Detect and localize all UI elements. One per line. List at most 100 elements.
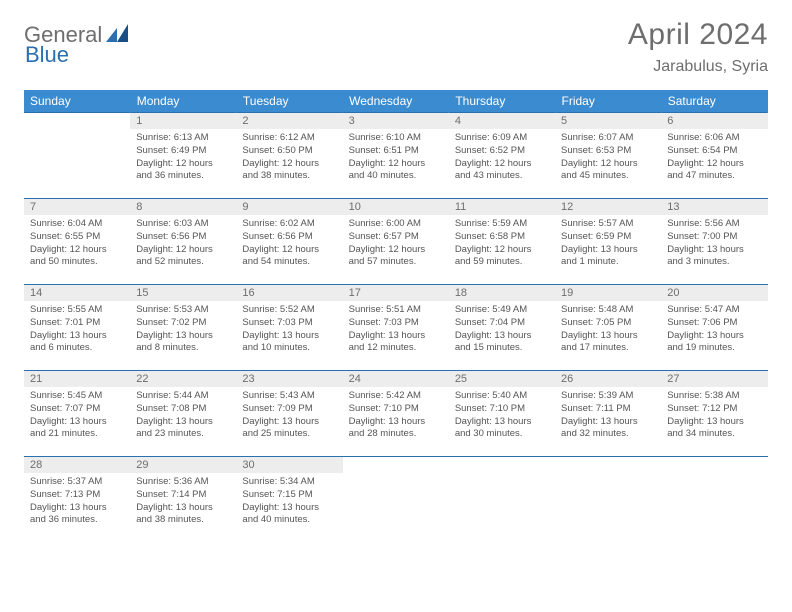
day-body: Sunrise: 5:56 AMSunset: 7:00 PMDaylight:…: [661, 215, 767, 273]
day-body: Sunrise: 5:59 AMSunset: 6:58 PMDaylight:…: [449, 215, 555, 273]
calendar-cell: 4Sunrise: 6:09 AMSunset: 6:52 PMDaylight…: [449, 113, 555, 199]
day-header: Sunday: [24, 90, 130, 113]
day-number: 28: [24, 457, 130, 473]
calendar-cell: 25Sunrise: 5:40 AMSunset: 7:10 PMDayligh…: [449, 371, 555, 457]
calendar-cell: [24, 113, 130, 199]
calendar-table: SundayMondayTuesdayWednesdayThursdayFrid…: [24, 90, 768, 543]
day-body: Sunrise: 5:36 AMSunset: 7:14 PMDaylight:…: [130, 473, 236, 531]
header: General April 2024 Jarabulus, Syria: [24, 18, 768, 76]
calendar-cell: 8Sunrise: 6:03 AMSunset: 6:56 PMDaylight…: [130, 199, 236, 285]
calendar-week: 7Sunrise: 6:04 AMSunset: 6:55 PMDaylight…: [24, 199, 768, 285]
calendar-cell: [555, 457, 661, 543]
calendar-cell: 22Sunrise: 5:44 AMSunset: 7:08 PMDayligh…: [130, 371, 236, 457]
day-body: Sunrise: 5:51 AMSunset: 7:03 PMDaylight:…: [343, 301, 449, 359]
logo-mark-icon: [106, 24, 128, 47]
day-number: 25: [449, 371, 555, 387]
day-body: Sunrise: 6:03 AMSunset: 6:56 PMDaylight:…: [130, 215, 236, 273]
day-header: Tuesday: [236, 90, 342, 113]
calendar-week: 28Sunrise: 5:37 AMSunset: 7:13 PMDayligh…: [24, 457, 768, 543]
calendar-cell: 14Sunrise: 5:55 AMSunset: 7:01 PMDayligh…: [24, 285, 130, 371]
calendar-cell: [661, 457, 767, 543]
calendar-cell: 30Sunrise: 5:34 AMSunset: 7:15 PMDayligh…: [236, 457, 342, 543]
day-number: 9: [236, 199, 342, 215]
calendar-cell: 11Sunrise: 5:59 AMSunset: 6:58 PMDayligh…: [449, 199, 555, 285]
day-body: Sunrise: 5:57 AMSunset: 6:59 PMDaylight:…: [555, 215, 661, 273]
day-number: 16: [236, 285, 342, 301]
calendar-cell: 29Sunrise: 5:36 AMSunset: 7:14 PMDayligh…: [130, 457, 236, 543]
day-number: 2: [236, 113, 342, 129]
day-number: 18: [449, 285, 555, 301]
day-body: Sunrise: 5:45 AMSunset: 7:07 PMDaylight:…: [24, 387, 130, 445]
day-body: Sunrise: 5:47 AMSunset: 7:06 PMDaylight:…: [661, 301, 767, 359]
day-number: 23: [236, 371, 342, 387]
day-body: Sunrise: 5:34 AMSunset: 7:15 PMDaylight:…: [236, 473, 342, 531]
day-number: 24: [343, 371, 449, 387]
day-header: Wednesday: [343, 90, 449, 113]
day-body: Sunrise: 5:42 AMSunset: 7:10 PMDaylight:…: [343, 387, 449, 445]
calendar-cell: 10Sunrise: 6:00 AMSunset: 6:57 PMDayligh…: [343, 199, 449, 285]
day-body: Sunrise: 5:53 AMSunset: 7:02 PMDaylight:…: [130, 301, 236, 359]
day-number: 26: [555, 371, 661, 387]
title-block: April 2024 Jarabulus, Syria: [628, 18, 768, 76]
calendar-cell: 24Sunrise: 5:42 AMSunset: 7:10 PMDayligh…: [343, 371, 449, 457]
day-number: 6: [661, 113, 767, 129]
calendar-cell: [343, 457, 449, 543]
calendar-cell: 3Sunrise: 6:10 AMSunset: 6:51 PMDaylight…: [343, 113, 449, 199]
day-number: 17: [343, 285, 449, 301]
day-number: 27: [661, 371, 767, 387]
day-number: 22: [130, 371, 236, 387]
calendar-cell: 26Sunrise: 5:39 AMSunset: 7:11 PMDayligh…: [555, 371, 661, 457]
day-body: Sunrise: 6:07 AMSunset: 6:53 PMDaylight:…: [555, 129, 661, 187]
day-header-row: SundayMondayTuesdayWednesdayThursdayFrid…: [24, 90, 768, 113]
day-number: 5: [555, 113, 661, 129]
month-title: April 2024: [628, 18, 768, 52]
calendar-cell: 13Sunrise: 5:56 AMSunset: 7:00 PMDayligh…: [661, 199, 767, 285]
day-number: 15: [130, 285, 236, 301]
calendar-cell: 21Sunrise: 5:45 AMSunset: 7:07 PMDayligh…: [24, 371, 130, 457]
day-body: Sunrise: 5:52 AMSunset: 7:03 PMDaylight:…: [236, 301, 342, 359]
calendar-cell: 2Sunrise: 6:12 AMSunset: 6:50 PMDaylight…: [236, 113, 342, 199]
calendar-cell: 19Sunrise: 5:48 AMSunset: 7:05 PMDayligh…: [555, 285, 661, 371]
day-header: Thursday: [449, 90, 555, 113]
calendar-week: 1Sunrise: 6:13 AMSunset: 6:49 PMDaylight…: [24, 113, 768, 199]
day-body: Sunrise: 6:10 AMSunset: 6:51 PMDaylight:…: [343, 129, 449, 187]
day-header: Monday: [130, 90, 236, 113]
day-number: 7: [24, 199, 130, 215]
location: Jarabulus, Syria: [628, 58, 768, 76]
day-number: 21: [24, 371, 130, 387]
calendar-cell: 7Sunrise: 6:04 AMSunset: 6:55 PMDaylight…: [24, 199, 130, 285]
calendar-cell: 5Sunrise: 6:07 AMSunset: 6:53 PMDaylight…: [555, 113, 661, 199]
calendar-cell: 28Sunrise: 5:37 AMSunset: 7:13 PMDayligh…: [24, 457, 130, 543]
calendar-cell: 27Sunrise: 5:38 AMSunset: 7:12 PMDayligh…: [661, 371, 767, 457]
day-number: 10: [343, 199, 449, 215]
day-number: 1: [130, 113, 236, 129]
day-number: 30: [236, 457, 342, 473]
calendar-cell: [449, 457, 555, 543]
day-body: Sunrise: 6:02 AMSunset: 6:56 PMDaylight:…: [236, 215, 342, 273]
calendar-cell: 6Sunrise: 6:06 AMSunset: 6:54 PMDaylight…: [661, 113, 767, 199]
logo-line2: Blue: [25, 42, 69, 68]
calendar-cell: 1Sunrise: 6:13 AMSunset: 6:49 PMDaylight…: [130, 113, 236, 199]
day-body: Sunrise: 6:04 AMSunset: 6:55 PMDaylight:…: [24, 215, 130, 273]
calendar-cell: 12Sunrise: 5:57 AMSunset: 6:59 PMDayligh…: [555, 199, 661, 285]
calendar-week: 14Sunrise: 5:55 AMSunset: 7:01 PMDayligh…: [24, 285, 768, 371]
day-body: Sunrise: 5:44 AMSunset: 7:08 PMDaylight:…: [130, 387, 236, 445]
day-number: 3: [343, 113, 449, 129]
calendar-cell: 18Sunrise: 5:49 AMSunset: 7:04 PMDayligh…: [449, 285, 555, 371]
logo-text-blue: Blue: [25, 42, 69, 67]
calendar-cell: 16Sunrise: 5:52 AMSunset: 7:03 PMDayligh…: [236, 285, 342, 371]
calendar-cell: 20Sunrise: 5:47 AMSunset: 7:06 PMDayligh…: [661, 285, 767, 371]
day-number: 19: [555, 285, 661, 301]
day-body: Sunrise: 5:48 AMSunset: 7:05 PMDaylight:…: [555, 301, 661, 359]
day-body: Sunrise: 5:40 AMSunset: 7:10 PMDaylight:…: [449, 387, 555, 445]
day-header: Friday: [555, 90, 661, 113]
day-body: Sunrise: 6:12 AMSunset: 6:50 PMDaylight:…: [236, 129, 342, 187]
calendar-cell: 15Sunrise: 5:53 AMSunset: 7:02 PMDayligh…: [130, 285, 236, 371]
day-body: Sunrise: 6:09 AMSunset: 6:52 PMDaylight:…: [449, 129, 555, 187]
day-number: 20: [661, 285, 767, 301]
calendar-page: General April 2024 Jarabulus, Syria Blue…: [0, 0, 792, 561]
day-number: 4: [449, 113, 555, 129]
day-body: Sunrise: 5:39 AMSunset: 7:11 PMDaylight:…: [555, 387, 661, 445]
calendar-cell: 17Sunrise: 5:51 AMSunset: 7:03 PMDayligh…: [343, 285, 449, 371]
day-number: 12: [555, 199, 661, 215]
